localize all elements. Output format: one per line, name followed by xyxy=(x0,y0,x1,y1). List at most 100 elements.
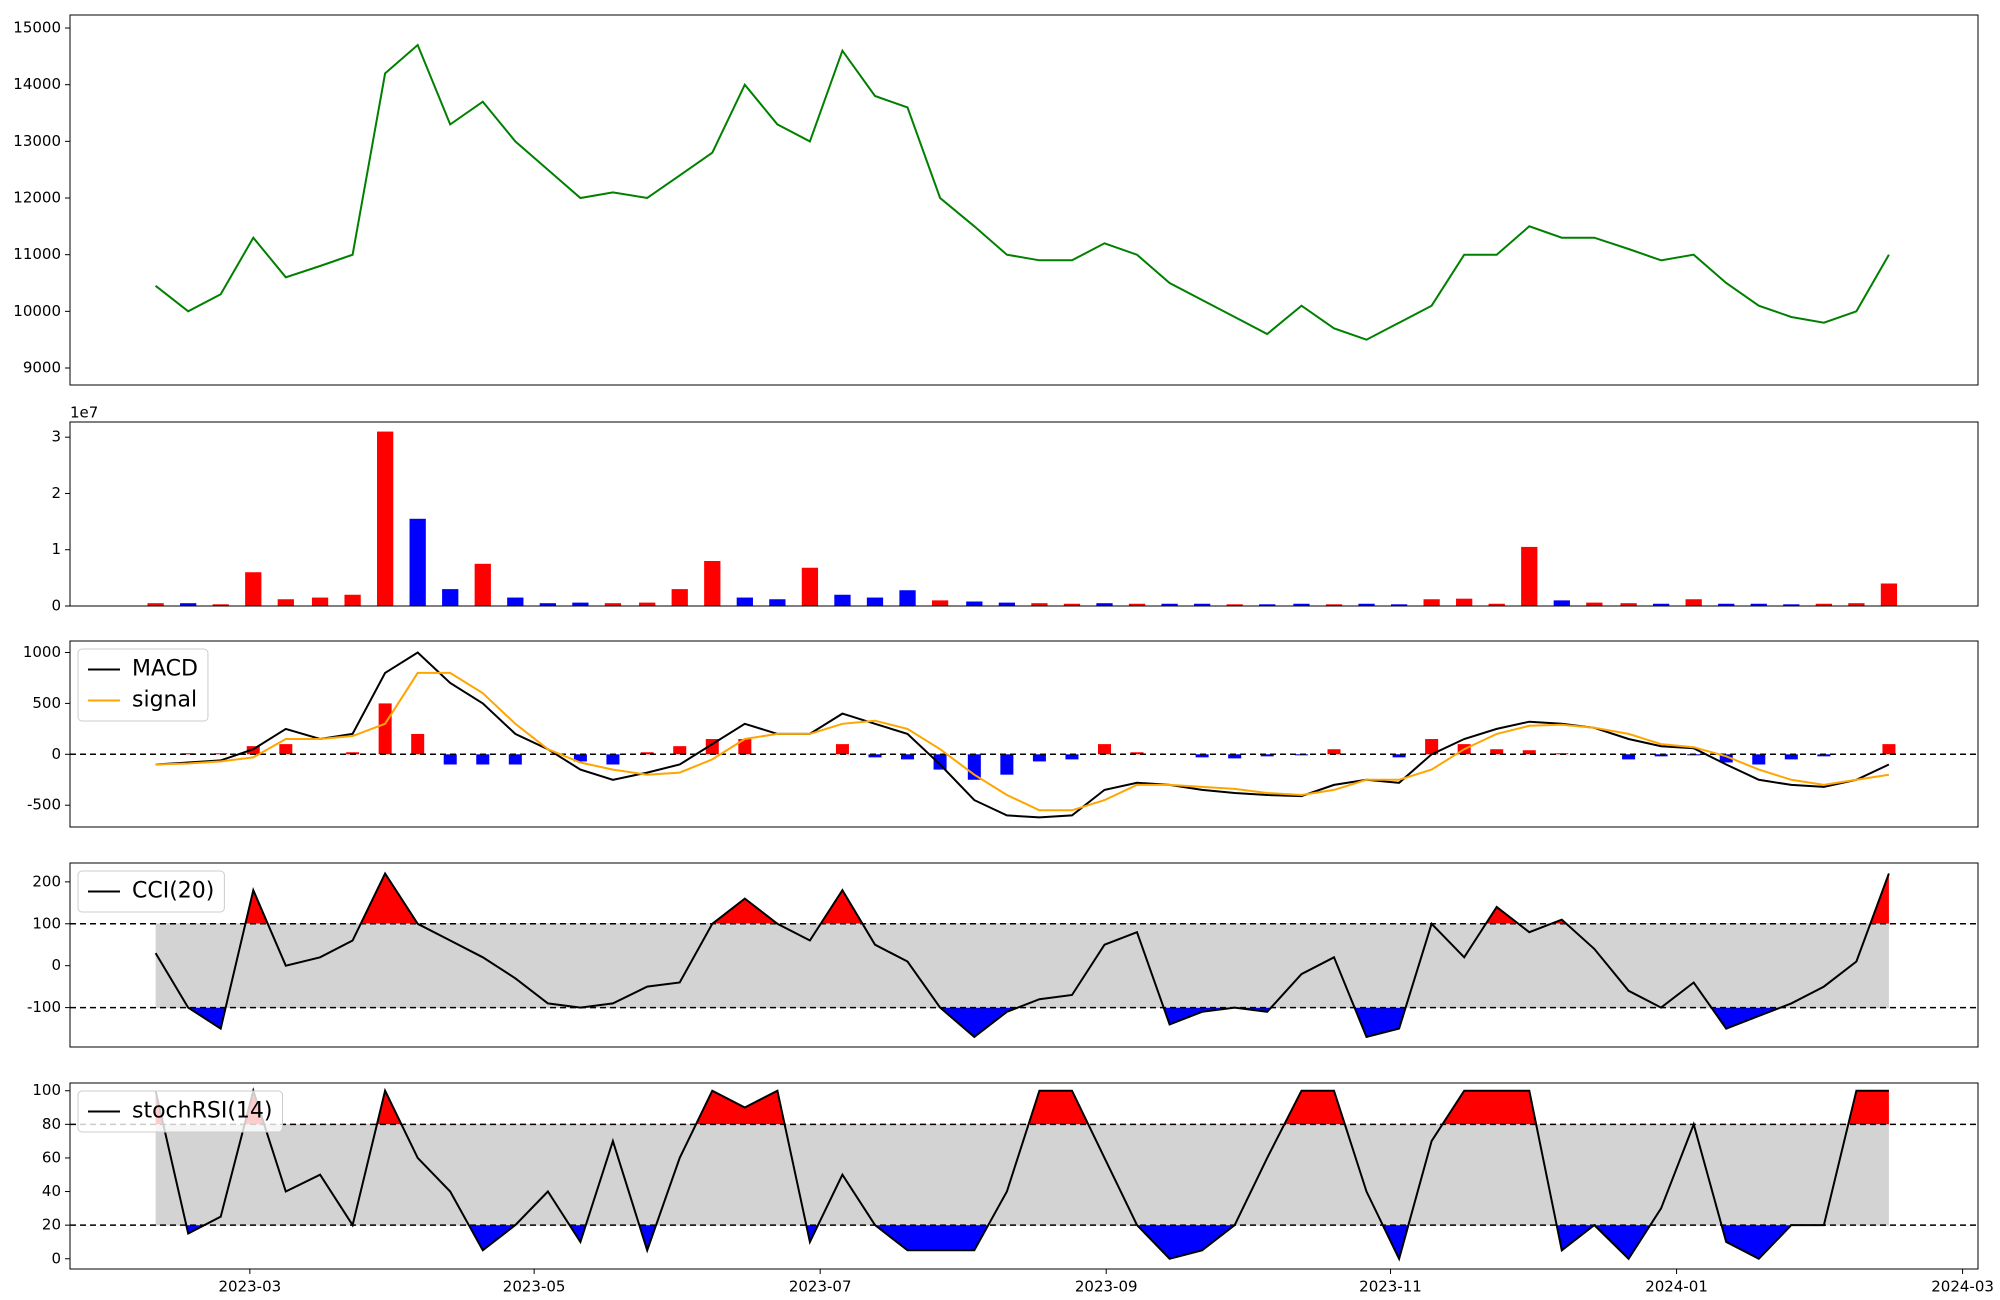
x-tick-label: 2023-05 xyxy=(503,1278,566,1296)
panel-frame xyxy=(69,421,1979,607)
histogram-bar xyxy=(606,754,620,765)
panel-frame xyxy=(69,640,1979,828)
volume-bar xyxy=(801,567,819,606)
volume-bar xyxy=(1259,604,1276,606)
volume-bar xyxy=(1488,603,1505,606)
volume-bar xyxy=(671,589,688,606)
histogram-bar xyxy=(1719,754,1733,763)
volume-bar xyxy=(639,602,656,606)
histogram-bar xyxy=(1327,749,1341,755)
volume-bar xyxy=(245,572,262,606)
volume-bar xyxy=(769,599,786,606)
volume-bar xyxy=(1848,603,1865,606)
histogram-bar xyxy=(901,754,915,760)
offset-label: 1e7 xyxy=(70,404,98,422)
histogram-bar xyxy=(640,752,654,755)
y-tick-label: 15000 xyxy=(13,19,61,37)
oversold-fill xyxy=(188,1007,1781,1037)
volume-bar xyxy=(1161,603,1178,606)
volume-bar xyxy=(507,597,524,606)
legend-label: stochRSI(14) xyxy=(132,1099,273,1124)
x-tick-label: 2024-01 xyxy=(1645,1278,1708,1296)
series-line xyxy=(155,671,1890,812)
histogram-bar xyxy=(181,753,195,755)
histogram-bar xyxy=(573,754,587,762)
y-tick-label: 14000 xyxy=(13,75,61,93)
histogram-bar xyxy=(967,754,981,780)
volume-bar xyxy=(1685,599,1702,606)
histogram-bar xyxy=(378,703,392,755)
histogram-bar xyxy=(673,746,687,755)
volume-bar xyxy=(1423,599,1440,606)
volume-bar xyxy=(604,603,622,606)
histogram-bar xyxy=(476,754,490,765)
y-tick-label: 40 xyxy=(42,1182,61,1200)
y-tick-label: 500 xyxy=(32,694,61,712)
volume-bar xyxy=(1718,603,1735,606)
volume-bar xyxy=(344,594,361,606)
volume-bar xyxy=(1096,603,1113,606)
histogram-bar xyxy=(1622,754,1636,760)
legend: CCI(20) xyxy=(77,870,225,913)
y-tick-label: 20 xyxy=(42,1216,61,1234)
volume-bar xyxy=(442,589,459,606)
panel-frame xyxy=(69,1082,1979,1270)
histogram-bar xyxy=(1260,754,1274,757)
y-tick-label: 0 xyxy=(51,597,61,615)
histogram-bar xyxy=(346,752,360,755)
neutral-band xyxy=(155,923,1889,1008)
y-tick-label: 1 xyxy=(51,540,61,558)
x-tick-label: 2023-09 xyxy=(1075,1278,1138,1296)
y-tick-label: -500 xyxy=(27,796,61,814)
volume-bar xyxy=(277,599,294,606)
legend-box xyxy=(77,648,209,722)
y-tick-label: 0 xyxy=(51,1249,61,1267)
volume-bar xyxy=(1325,604,1343,606)
plot-area xyxy=(70,871,1978,1039)
legend-box xyxy=(77,1090,283,1133)
volume-bar xyxy=(1880,583,1898,606)
y-tick-label: 0 xyxy=(51,956,61,974)
histogram-bar xyxy=(1752,754,1766,765)
volume-bar xyxy=(180,603,197,606)
volume-bar xyxy=(572,602,589,606)
volume-bar xyxy=(834,594,851,606)
histogram-bar xyxy=(1392,754,1406,758)
histogram-bar xyxy=(1522,750,1536,755)
legend-label: signal xyxy=(132,688,197,713)
volume-bar xyxy=(1456,598,1473,606)
series-line xyxy=(154,1087,1889,1262)
plot-area xyxy=(154,43,1890,341)
volume-bar xyxy=(1358,603,1375,606)
volume-bar xyxy=(1063,603,1081,606)
plot-area xyxy=(147,431,1898,606)
volume-bar xyxy=(409,518,426,606)
volume-bar xyxy=(866,597,884,606)
y-tick-label: 200 xyxy=(32,872,61,890)
volume-bar xyxy=(1653,603,1670,606)
y-tick-label: 100 xyxy=(32,1081,61,1099)
histogram-bar xyxy=(1425,739,1439,755)
volume-bar xyxy=(1620,603,1637,606)
volume-bar xyxy=(966,601,983,606)
volume-bar xyxy=(212,604,229,606)
volume-bar xyxy=(1128,603,1146,606)
volume-bar xyxy=(1293,603,1310,606)
volume-bar xyxy=(377,431,394,606)
histogram-bar xyxy=(738,739,752,755)
overbought-fill xyxy=(155,1090,1889,1125)
y-tick-label: 11000 xyxy=(13,245,61,263)
y-tick-label: 12000 xyxy=(13,189,61,207)
histogram-bar xyxy=(1228,754,1242,759)
series-line xyxy=(154,43,1890,341)
histogram-bar xyxy=(1000,754,1014,775)
histogram-bar xyxy=(933,754,947,770)
plot-area xyxy=(70,651,1978,819)
y-tick-label: 1000 xyxy=(23,643,61,661)
x-tick-label: 2023-03 xyxy=(218,1278,281,1296)
y-tick-label: 13000 xyxy=(13,132,61,150)
volume-bar xyxy=(736,597,753,606)
y-tick-label: -100 xyxy=(27,998,61,1016)
volume-bar xyxy=(998,602,1016,606)
histogram-bar xyxy=(1032,754,1046,762)
